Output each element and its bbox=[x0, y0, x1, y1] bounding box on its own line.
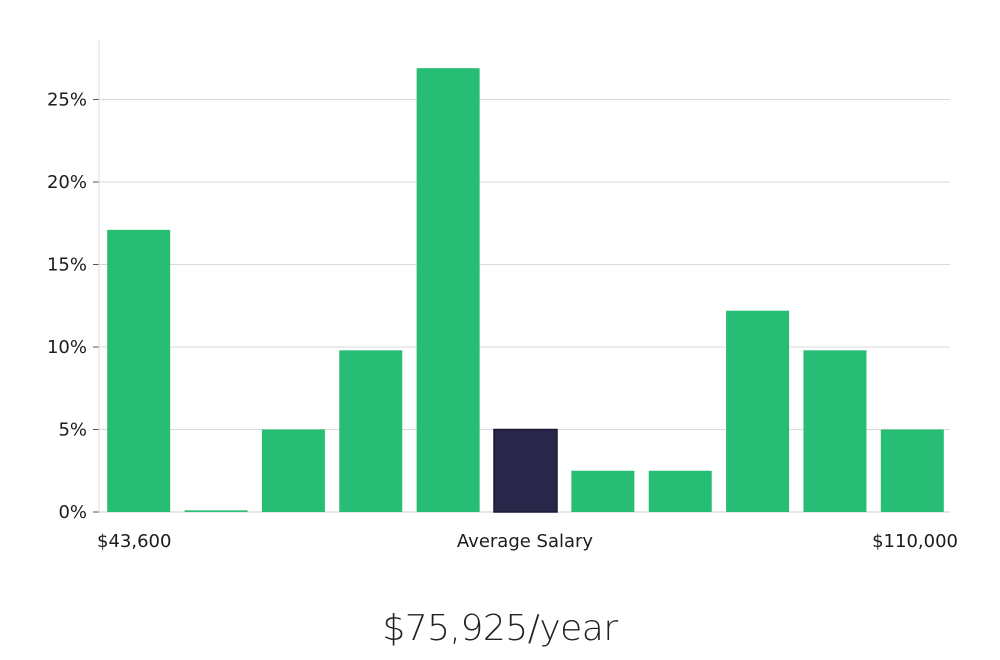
bar bbox=[339, 350, 403, 512]
y-tick-label: 15% bbox=[47, 255, 87, 276]
y-tick-label: 0% bbox=[58, 502, 87, 523]
x-min-label: $43,600 bbox=[97, 531, 171, 552]
bar bbox=[726, 310, 790, 512]
bar-highlighted bbox=[493, 428, 558, 513]
x-axis-title: Average Salary bbox=[457, 531, 594, 552]
y-tick-label: 20% bbox=[47, 172, 87, 193]
salary-histogram-chart: 0%5%10%15%20%25% $43,600 Average Salary … bbox=[47, 40, 958, 552]
bar bbox=[648, 470, 712, 512]
bar bbox=[416, 68, 480, 513]
bars bbox=[107, 68, 944, 513]
y-axis-ticks: 0% 5% 10% 15% 20% 25% bbox=[47, 90, 99, 523]
bar bbox=[184, 510, 248, 512]
bar bbox=[803, 350, 867, 512]
bar bbox=[261, 429, 325, 512]
bar bbox=[571, 470, 635, 512]
y-tick-label: 10% bbox=[47, 337, 87, 358]
x-max-label: $110,000 bbox=[872, 531, 958, 552]
bar bbox=[107, 229, 171, 512]
average-salary-value: $75,925/year bbox=[382, 608, 618, 649]
bar bbox=[880, 429, 944, 512]
y-tick-label: 25% bbox=[47, 90, 87, 111]
y-tick-label: 5% bbox=[58, 420, 87, 441]
